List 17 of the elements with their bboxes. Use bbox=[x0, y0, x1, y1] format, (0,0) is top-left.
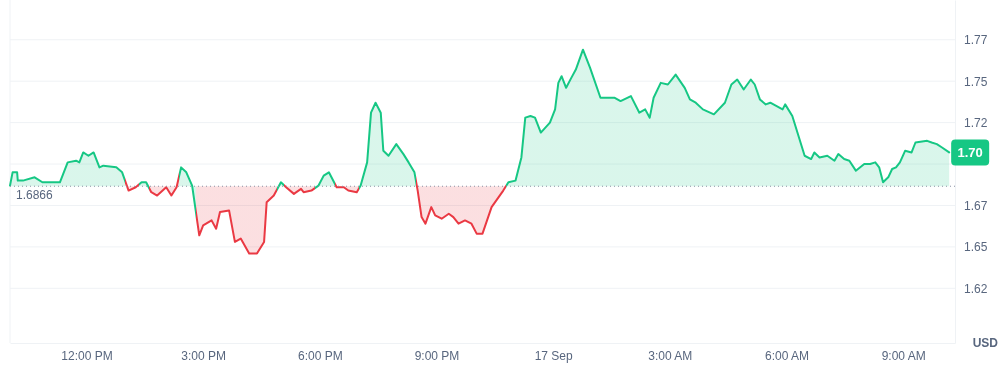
y-tick-label: 1.67 bbox=[964, 198, 988, 213]
y-tick-label: 1.77 bbox=[964, 33, 988, 48]
ref-line-label: 1.6866 bbox=[16, 187, 54, 202]
y-tick-label: 1.72 bbox=[964, 115, 988, 130]
x-tick-label: 6:00 AM bbox=[764, 348, 809, 363]
annotation: 1.70 bbox=[957, 144, 983, 160]
x-tick-label: 9:00 PM bbox=[414, 348, 460, 363]
x-tick-label: 6:00 PM bbox=[297, 348, 343, 363]
x-tick-label: 9:00 AM bbox=[881, 348, 926, 363]
y-axis-title: USD bbox=[972, 336, 999, 350]
x-tick-label: 3:00 PM bbox=[181, 348, 226, 363]
y-tick-label: 1.62 bbox=[964, 281, 988, 296]
x-tick-label: 12:00 PM bbox=[61, 348, 113, 363]
x-tick-label: 3:00 AM bbox=[648, 348, 693, 363]
y-tick-label: 1.75 bbox=[964, 74, 988, 89]
x-tick-label: 17 Sep bbox=[534, 348, 573, 363]
y-tick-label: 1.65 bbox=[964, 240, 988, 255]
